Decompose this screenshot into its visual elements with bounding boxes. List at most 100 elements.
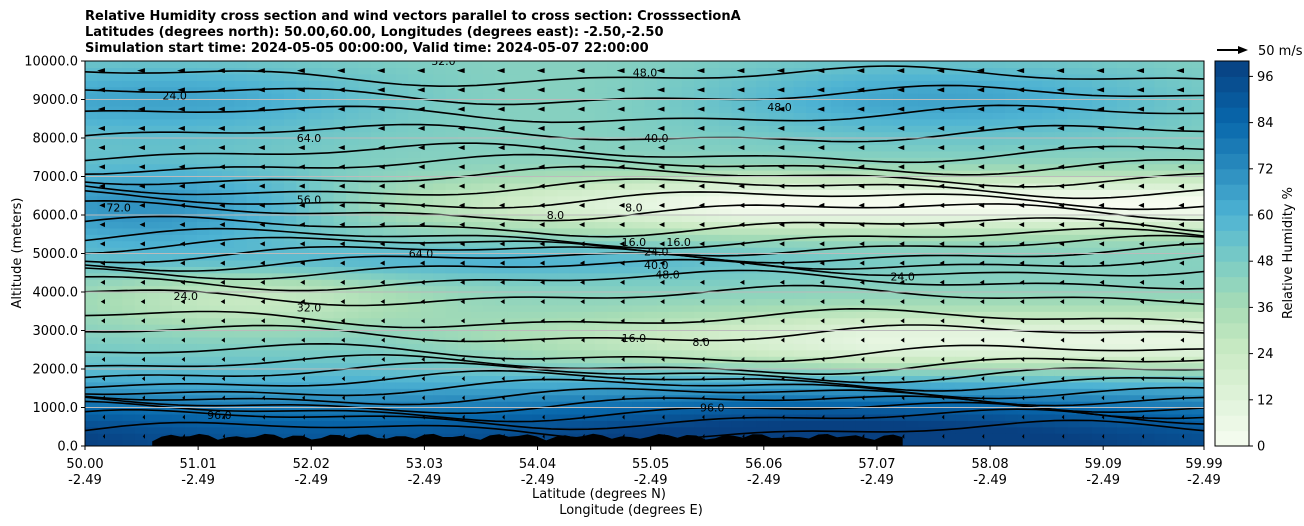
wind-vector [458, 183, 465, 189]
wind-vector [542, 414, 545, 420]
wind-vector [537, 145, 545, 151]
wind-vector [296, 68, 305, 74]
colorbar-band [1215, 138, 1249, 154]
wind-vector [1179, 279, 1185, 285]
wind-vector [938, 202, 945, 208]
wind-vector [300, 299, 305, 305]
wind-vector [737, 106, 745, 112]
contour-label: 56.0 [297, 194, 322, 207]
wind-vector [1100, 337, 1105, 343]
x-axis-label-longitude: Longitude (degrees E) [559, 503, 703, 518]
x-tick-label-longitude: -2.49 [521, 473, 555, 488]
wind-vector [821, 376, 825, 382]
colorbar-band [1215, 430, 1249, 447]
wind-vector [378, 145, 385, 151]
wind-vector [661, 376, 665, 382]
wind-vector [819, 260, 825, 266]
wind-vector [499, 241, 505, 247]
contour-label: 8.0 [547, 209, 565, 222]
colorbar-tick-label: 0 [1257, 440, 1265, 455]
wind-vector [1138, 241, 1145, 247]
wind-vector [779, 241, 785, 247]
wind-vector [1181, 414, 1185, 420]
wind-vector [418, 183, 425, 189]
wind-vector [339, 202, 345, 208]
contour-label: 16.0 [622, 332, 647, 345]
wind-vector [980, 356, 985, 362]
wind-vector [657, 145, 665, 151]
wind-vector [782, 433, 785, 439]
wind-vector [1098, 222, 1105, 228]
wind-vector [576, 68, 585, 74]
wind-vector [501, 356, 505, 362]
wind-vector [460, 279, 465, 285]
contour-line [85, 307, 1204, 329]
wind-vector [539, 222, 545, 228]
wind-vector [498, 202, 505, 208]
x-tick-label-latitude: 56.06 [745, 457, 782, 472]
contour-line [85, 84, 1204, 106]
wind-vector [1181, 395, 1185, 401]
wind-vector [659, 241, 665, 247]
wind-vector [141, 337, 145, 343]
wind-vector [860, 337, 865, 343]
title-line-3: Simulation start time: 2024-05-05 00:00:… [85, 41, 649, 56]
wind-vector [259, 260, 265, 266]
wind-vector [297, 106, 305, 112]
wind-vector [1061, 433, 1065, 439]
wind-vector [497, 125, 505, 131]
x-tick-label-latitude: 54.04 [519, 457, 556, 472]
wind-vector [658, 202, 665, 208]
colorbar-band [1215, 168, 1249, 185]
wind-vector [418, 164, 425, 170]
wind-vector [298, 183, 305, 189]
colorbar-band [1215, 384, 1249, 401]
y-tick-label: 0.0 [57, 440, 78, 455]
colorbar-label: Relative Humidity % [1281, 187, 1296, 319]
wind-vector [138, 145, 145, 151]
wind-vectors [97, 68, 1185, 439]
wind-vector [421, 376, 425, 382]
x-tick-label-longitude: -2.49 [408, 473, 442, 488]
colorbar-tick-label: 12 [1257, 393, 1274, 408]
wind-vector [940, 318, 945, 324]
wind-vector [699, 241, 705, 247]
wind-vector [501, 376, 505, 382]
wind-vector [1060, 356, 1065, 362]
wind-vector [297, 125, 305, 131]
x-tick-label-longitude: -2.49 [973, 473, 1007, 488]
wind-vector [579, 260, 585, 266]
wind-vector [781, 395, 785, 401]
wind-vector [977, 164, 985, 170]
wind-vector [579, 241, 585, 247]
wind-vector [142, 395, 145, 401]
wind-vector [421, 337, 425, 343]
wind-vector [897, 106, 905, 112]
wind-vector [578, 183, 585, 189]
colorbar-band [1215, 199, 1249, 216]
wind-vector [101, 356, 105, 362]
wind-vector [101, 318, 105, 324]
wind-vector [818, 222, 825, 228]
wind-vector [222, 433, 225, 439]
wind-vector [939, 299, 945, 305]
wind-vector [900, 337, 905, 343]
wind-vector [218, 183, 225, 189]
wind-vector [102, 433, 105, 439]
wind-vector [459, 241, 465, 247]
wind-vector [302, 414, 305, 420]
wind-vector [137, 125, 145, 131]
wind-vector [1181, 433, 1185, 439]
wind-vector [698, 183, 705, 189]
contour-line [85, 284, 1204, 307]
wind-vector [942, 433, 945, 439]
y-tick-label: 5000.0 [33, 247, 79, 262]
wind-vector [257, 106, 265, 112]
x-tick-label-latitude: 55.05 [632, 457, 669, 472]
wind-vector [780, 337, 785, 343]
wind-vector [1177, 164, 1185, 170]
wind-vector [1019, 299, 1025, 305]
contour-label: 96.0 [207, 409, 232, 422]
wind-vector [261, 356, 265, 362]
wind-vector [621, 356, 625, 362]
